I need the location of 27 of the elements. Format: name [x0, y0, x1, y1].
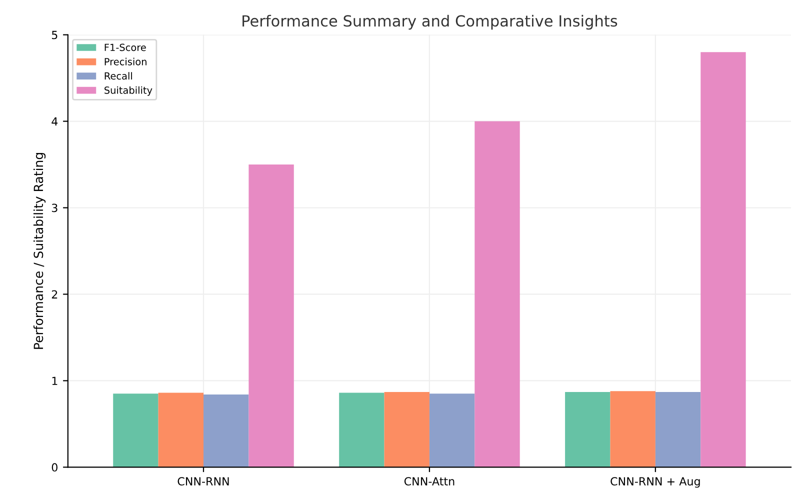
y-tick-label: 4	[52, 117, 58, 126]
bar	[610, 391, 656, 468]
y-tick-label: 1	[52, 376, 58, 385]
bar	[339, 392, 384, 468]
y-tick-label: 0	[52, 463, 58, 472]
x-tick-label: CNN-Attn	[404, 477, 454, 486]
bar	[655, 392, 701, 468]
legend-label: Suitability	[104, 86, 152, 96]
bar	[429, 394, 475, 468]
x-tick-label: CNN-RNN	[178, 477, 229, 486]
bar	[565, 392, 610, 468]
y-axis-title: Performance / Suitability Rating	[33, 153, 46, 349]
x-tick-label: CNN-RNN + Aug	[610, 477, 700, 488]
y-tick-label: 5	[52, 30, 58, 40]
bar	[474, 121, 520, 468]
y-tick-label: 2	[52, 290, 58, 298]
legend-label: Precision	[104, 58, 146, 66]
chart-title: Performance Summary and Comparative Insights	[242, 14, 618, 30]
bar	[384, 392, 430, 468]
bar	[248, 164, 294, 468]
legend-label: F1-Score	[104, 44, 146, 52]
legend-label: Recall	[104, 72, 132, 80]
y-tick-label: 3	[52, 204, 58, 212]
bar	[158, 392, 204, 468]
bar	[203, 394, 249, 468]
bar	[700, 52, 746, 468]
bar	[113, 394, 158, 468]
